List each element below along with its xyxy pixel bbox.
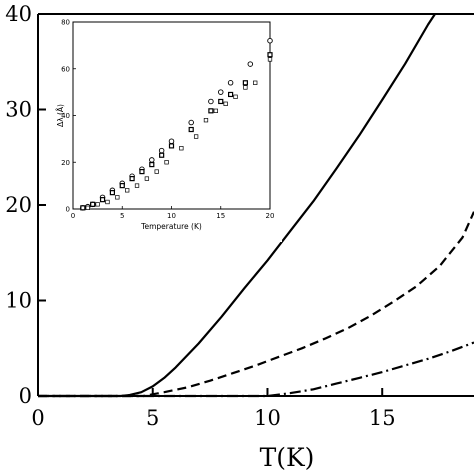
main-x-tick-label: 15 — [369, 406, 396, 430]
inset-square-point — [80, 205, 86, 211]
inset-open-square-point — [85, 205, 90, 210]
inset-circle-point — [188, 119, 194, 126]
main-plot: 0 10 20 30 40 0 5 10 15 T(K) — [5, 2, 474, 472]
inset-background — [58, 16, 282, 242]
inset-y-tick-label: 40 — [61, 112, 70, 120]
inset-square-point — [168, 143, 175, 149]
inset-circle-point — [247, 61, 254, 67]
inset-open-square-point — [179, 146, 184, 151]
inset-open-square-point — [253, 80, 258, 85]
inset-square-point — [149, 161, 155, 168]
inset-open-square-point — [95, 202, 100, 207]
dashed-curve — [38, 211, 474, 398]
main-y-tick-label: 30 — [5, 98, 32, 122]
inset-circle-point — [168, 138, 175, 144]
main-y-tick-label: 10 — [5, 289, 32, 313]
inset-x-tick-label: 5 — [120, 212, 124, 220]
inset-y-tick-label: 20 — [61, 159, 70, 167]
inset-plot: 0 20 40 60 80 0 5 10 15 20 Temperature (K) Δλ (Å) — [56, 16, 282, 242]
inset-open-square-point — [203, 118, 209, 123]
solid-curve — [38, 13, 436, 398]
inset-open-square-point — [243, 85, 248, 90]
inset-open-square-point — [164, 160, 169, 165]
main-x-tick-label: 10 — [254, 406, 281, 430]
inset-circle-point — [158, 147, 165, 154]
inset-square-point — [90, 201, 96, 207]
inset-square-point — [218, 98, 224, 105]
main-y-tick-label: 20 — [5, 193, 32, 217]
main-x-tick-label: 5 — [146, 406, 159, 430]
inset-open-square-point — [115, 195, 120, 200]
inset-circle-point — [267, 37, 273, 44]
inset-open-square-point — [105, 199, 110, 205]
inset-square-point — [208, 108, 214, 114]
inset-square-point — [242, 80, 248, 86]
inset-open-square-point — [233, 94, 238, 99]
inset-open-square-point — [223, 101, 228, 106]
inset-square-point — [228, 91, 234, 98]
inset-square-point — [139, 169, 145, 175]
inset-square-point — [159, 152, 165, 158]
inset-open-square-point — [154, 169, 159, 174]
inset-open-square-point — [125, 188, 130, 193]
inset-open-square-point — [193, 134, 199, 139]
inset-square-point — [267, 52, 273, 58]
inset-square-point — [119, 183, 125, 189]
inset-x-axis-label: Temperature (K) — [140, 222, 202, 231]
inset-circle-point — [217, 89, 224, 95]
inset-open-square-point — [144, 176, 150, 181]
inset-square-point — [188, 126, 194, 133]
inset-open-square-point — [267, 57, 273, 62]
inset-x-tick-label: 20 — [266, 212, 275, 220]
main-y-tick-label: 0 — [19, 384, 32, 408]
inset-circle-point — [208, 98, 214, 105]
inset-square-point — [129, 176, 135, 182]
inset-x-tick-label: 10 — [167, 212, 176, 220]
inset-y-tick-label: 0 — [66, 206, 70, 214]
inset-x-tick-label: 0 — [71, 212, 75, 220]
inset-circle-point — [149, 157, 155, 163]
main-x-tick-label: 0 — [31, 406, 44, 430]
dashdot-curve — [38, 341, 474, 398]
inset-y-tick-label: 60 — [61, 65, 70, 73]
inset-circle-point — [227, 80, 234, 86]
inset-y-tick-label: 80 — [61, 19, 70, 27]
inset-open-square-point — [134, 183, 140, 188]
inset-x-tick-label: 15 — [216, 212, 225, 220]
inset-open-square-point — [213, 108, 218, 113]
main-y-tick-label: 40 — [5, 2, 32, 26]
inset-y-axis-label: Δλ (Å) — [56, 104, 65, 127]
inset-square-point — [99, 197, 106, 203]
inset-square-point — [109, 190, 116, 196]
main-x-axis-label: T(K) — [260, 443, 315, 472]
